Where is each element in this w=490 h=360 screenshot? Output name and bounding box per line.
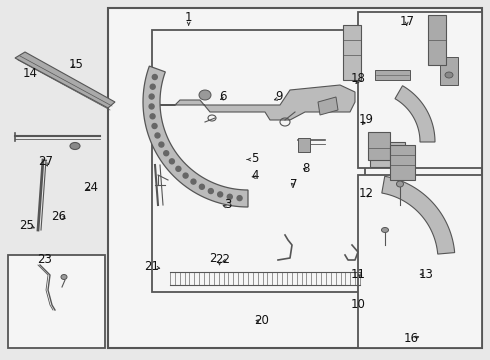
Text: 13: 13 (419, 268, 434, 281)
Polygon shape (318, 97, 338, 115)
Text: 2: 2 (209, 252, 217, 265)
Text: 1: 1 (185, 11, 193, 24)
Bar (440, 57, 458, 85)
Ellipse shape (445, 72, 453, 78)
Circle shape (152, 75, 157, 80)
Ellipse shape (396, 181, 403, 187)
Polygon shape (155, 85, 355, 120)
Polygon shape (143, 66, 248, 207)
Text: 12: 12 (359, 187, 374, 200)
Text: 26: 26 (51, 210, 66, 222)
Text: 10: 10 (350, 298, 365, 311)
Circle shape (149, 94, 154, 99)
Text: 3: 3 (224, 198, 232, 211)
Text: 15: 15 (69, 58, 83, 71)
Polygon shape (382, 176, 455, 254)
Text: 6: 6 (219, 90, 227, 103)
Circle shape (208, 189, 213, 194)
Circle shape (155, 133, 160, 138)
Bar (428, 15, 446, 65)
Bar (390, 145, 415, 180)
Ellipse shape (199, 90, 211, 100)
Circle shape (150, 84, 155, 89)
Bar (152, 30, 365, 292)
Circle shape (237, 195, 242, 201)
Text: 25: 25 (20, 219, 34, 232)
Circle shape (176, 166, 181, 171)
Text: 17: 17 (399, 15, 414, 28)
Text: 7: 7 (290, 178, 298, 191)
Bar (108, 8, 482, 348)
Circle shape (218, 192, 222, 197)
Bar (368, 132, 390, 160)
Ellipse shape (391, 166, 409, 180)
Circle shape (159, 142, 164, 147)
Bar (343, 25, 361, 80)
Text: 19: 19 (359, 113, 374, 126)
Text: 20: 20 (254, 314, 269, 327)
Circle shape (199, 184, 204, 189)
Text: 23: 23 (37, 253, 51, 266)
Text: 21: 21 (145, 260, 159, 273)
Text: 14: 14 (23, 67, 38, 80)
Text: 18: 18 (350, 72, 365, 85)
Circle shape (170, 159, 174, 164)
Ellipse shape (70, 143, 80, 149)
Bar (108, 8, 482, 348)
Polygon shape (395, 86, 435, 142)
Bar (8, 255, 105, 348)
Bar (375, 70, 410, 80)
Polygon shape (15, 52, 115, 108)
Bar (358, 12, 482, 168)
Text: 5: 5 (251, 152, 259, 165)
Bar (358, 175, 482, 348)
Text: 9: 9 (275, 90, 283, 103)
Text: 8: 8 (302, 162, 310, 175)
Ellipse shape (382, 228, 389, 233)
Text: 4: 4 (251, 169, 259, 182)
Circle shape (183, 173, 188, 178)
Circle shape (150, 114, 155, 119)
Text: 16: 16 (404, 332, 419, 345)
Circle shape (152, 123, 157, 129)
Circle shape (149, 104, 154, 109)
Bar (298, 138, 310, 152)
Text: 24: 24 (83, 181, 98, 194)
Text: 27: 27 (38, 155, 53, 168)
Bar (370, 142, 405, 167)
Circle shape (227, 194, 232, 199)
Circle shape (164, 151, 169, 156)
Text: 11: 11 (350, 268, 365, 281)
Circle shape (191, 179, 196, 184)
Ellipse shape (61, 275, 67, 279)
Text: 22: 22 (216, 253, 230, 266)
